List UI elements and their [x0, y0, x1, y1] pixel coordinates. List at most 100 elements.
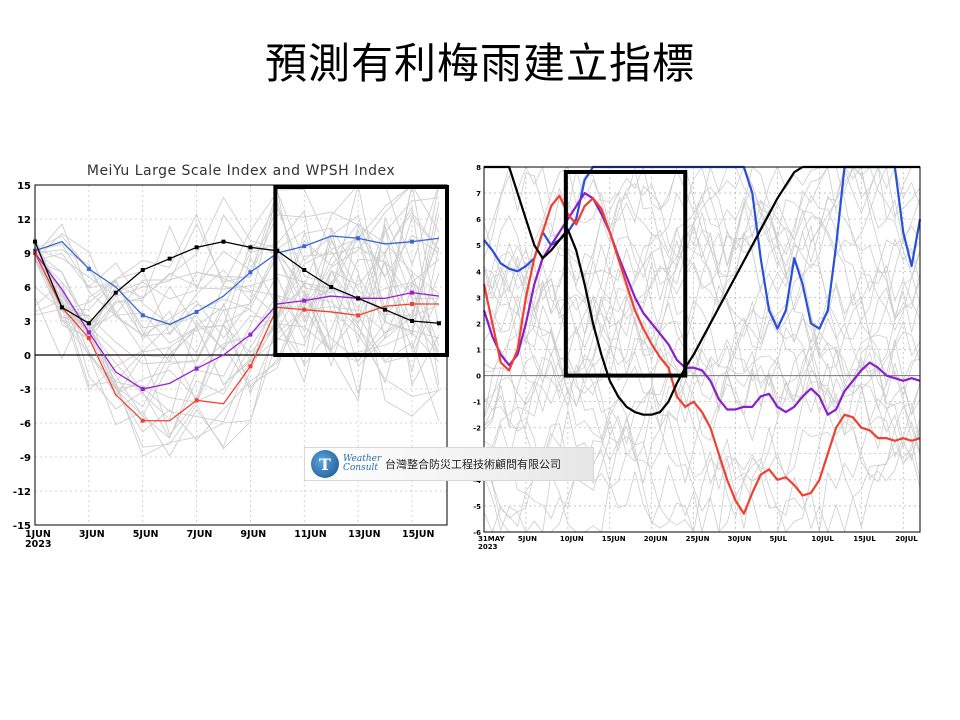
ensemble-members	[483, 165, 921, 534]
data-point	[140, 387, 145, 391]
ensemble-line	[34, 197, 439, 339]
data-point	[302, 307, 307, 312]
data-point	[194, 398, 199, 403]
x-tick-label: 9JUN	[240, 529, 266, 540]
highlight-box	[563, 170, 688, 378]
ensemble-line	[483, 165, 921, 375]
data-point	[383, 307, 388, 312]
ensemble-line	[34, 213, 440, 457]
y-tick-label: 6	[476, 216, 481, 224]
y-tick-label: 3	[24, 317, 31, 328]
x-tick-label: 5JUL	[769, 535, 787, 543]
x-tick-label: 1JUN	[25, 529, 51, 540]
ensemble-line	[483, 165, 921, 427]
y-tick-label: -5	[473, 503, 481, 511]
data-point	[140, 268, 145, 272]
data-point	[140, 418, 145, 423]
data-point	[302, 298, 307, 303]
data-point	[409, 302, 414, 306]
series-line	[482, 191, 921, 416]
series-line	[34, 235, 440, 326]
data-point	[302, 268, 307, 272]
y-tick-label: 12	[17, 215, 31, 226]
ensemble-line	[483, 172, 921, 483]
x-tick-label: 15JUL	[853, 535, 876, 543]
ensemble-line	[483, 252, 921, 448]
ensemble-line	[34, 184, 440, 336]
meiyu-index-chart: MeiYu Large Scale Index and WPSH Index -1…	[13, 163, 449, 550]
y-tick-label: 0	[24, 351, 31, 362]
y-tick-label: -9	[20, 453, 31, 464]
ensemble-line	[483, 165, 921, 446]
ensemble-line	[34, 257, 439, 423]
ensemble-line	[483, 284, 921, 520]
company-name: 台灣整合防災工程技術顧問有限公司	[385, 458, 561, 471]
series-line	[34, 241, 439, 325]
x-tick-label: 10JUN	[560, 535, 584, 543]
data-point	[140, 313, 145, 318]
x-tick-label: 5JUN	[133, 529, 159, 540]
x-tick-label: 20JUN	[644, 535, 668, 543]
ensemble-line	[34, 248, 440, 363]
ensemble-line	[483, 168, 921, 384]
data-point	[194, 245, 199, 250]
y-tick-label: -2	[473, 425, 481, 433]
x-tick-label: 31MAY	[478, 535, 505, 543]
data-point	[86, 266, 91, 271]
data-point	[248, 364, 253, 369]
x-tick-label: 7JUN	[187, 529, 213, 540]
y-tick-label: -1	[473, 399, 481, 407]
x-tick-label: 10JUL	[811, 535, 834, 543]
x-tick-label: 30JUN	[728, 535, 752, 543]
y-tick-label: 2	[476, 320, 481, 328]
y-tick-label: 1	[476, 347, 481, 355]
data-point	[113, 290, 118, 295]
y-tick-label: 7	[476, 190, 481, 198]
ensemble-line	[483, 317, 921, 528]
data-point	[59, 305, 64, 310]
y-tick-label: -6	[473, 529, 481, 537]
x-tick-label: 3JUN	[79, 529, 105, 540]
data-point	[329, 285, 334, 289]
x-tick-label: 20JUL	[895, 535, 918, 543]
chart-title: MeiYu Large Scale Index and WPSH Index	[87, 163, 395, 179]
x-tick-label: 5JUN	[518, 535, 537, 543]
ensemble-line	[34, 246, 440, 402]
ensemble-line	[34, 225, 440, 341]
data-point	[409, 290, 414, 295]
data-point	[409, 239, 414, 244]
x-tick-label: 15JUN	[402, 529, 434, 540]
data-point	[356, 236, 361, 241]
ensemble-line	[34, 211, 440, 400]
y-tick-label: 9	[24, 249, 31, 260]
y-tick-label: 8	[476, 164, 481, 172]
x-tick-label: 13JUN	[348, 529, 380, 540]
ensemble-line	[34, 258, 440, 363]
x-tick-label: 11JUN	[294, 529, 326, 540]
highlight-box	[273, 185, 449, 357]
x-tick-label: 25JUN	[686, 535, 710, 543]
data-point	[86, 330, 91, 335]
data-point	[302, 244, 307, 249]
ensemble-line	[483, 166, 920, 289]
data-point	[248, 332, 253, 337]
company-logo: T Weather Consult 台灣整合防災工程技術顧問有限公司	[304, 447, 594, 481]
x-tick-label: 2023	[478, 543, 498, 550]
data-point	[409, 319, 414, 323]
x-tick-label: 15JUN	[602, 535, 626, 543]
y-tick-label: 4	[476, 268, 481, 276]
series-line	[482, 194, 921, 515]
ensemble-line	[483, 183, 921, 481]
y-tick-label: -15	[13, 521, 31, 532]
ensemble-line	[34, 183, 440, 354]
y-tick-label: 0	[476, 373, 481, 381]
data-point	[356, 296, 361, 301]
ensemble-line	[34, 272, 440, 386]
index-time-series-chart: -6-5-4-3-2-101234567831MAY20235JUN10JUN1…	[473, 164, 922, 550]
series-line	[34, 252, 440, 390]
ensemble-line	[34, 216, 440, 441]
y-tick-label: 5	[476, 242, 481, 250]
data-point	[194, 366, 199, 371]
y-tick-label: 6	[24, 283, 31, 294]
data-point	[86, 336, 91, 340]
